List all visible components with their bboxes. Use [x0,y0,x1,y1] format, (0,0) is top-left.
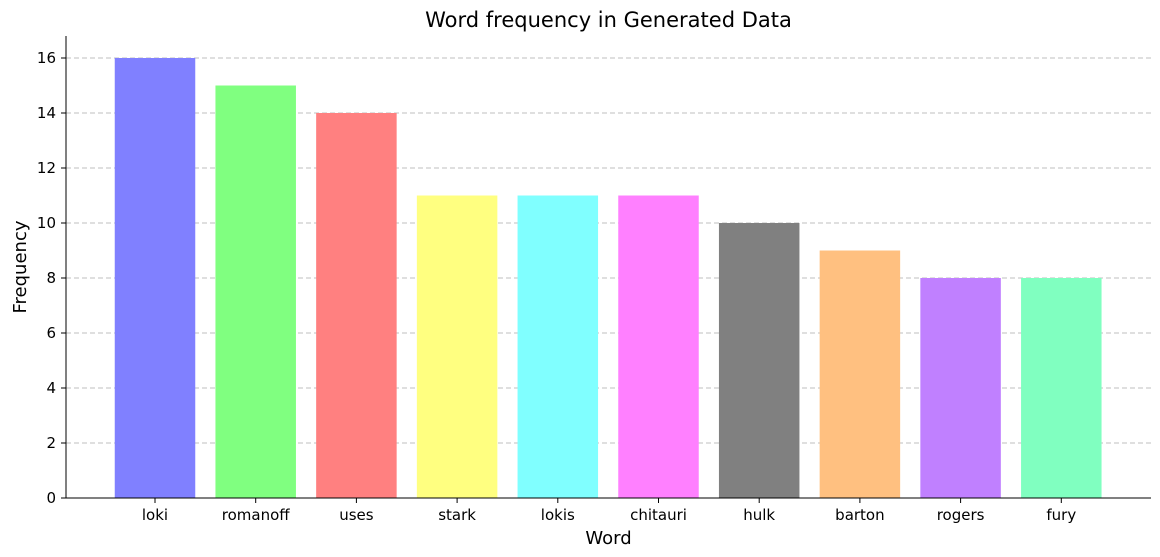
bar-hulk [718,223,800,498]
bar-barton [819,250,901,498]
y-ticks: 0 2 4 6 8 10 12 14 16 [37,49,66,507]
x-tick-label: lokis [541,506,575,524]
y-tick-label: 4 [46,379,56,397]
y-tick-label: 6 [46,324,56,342]
x-axis-label: Word [585,528,631,549]
x-tick-label: uses [339,506,374,524]
bar-uses [316,113,397,498]
bar-fury [1021,278,1102,498]
y-tick-label: 14 [37,104,56,122]
x-tick-label: barton [835,506,884,524]
y-tick-label: 16 [37,49,56,67]
bar-loki [114,58,196,498]
bar-lokis [517,195,599,498]
x-tick-label: hulk [743,506,775,524]
y-tick-label: 0 [46,489,56,507]
bar-chitauri [618,195,699,498]
y-tick-label: 12 [37,159,56,177]
bar-rogers [920,278,1001,498]
y-tick-label: 10 [37,214,56,232]
x-tick-label: chitauri [630,506,687,524]
x-tick-label: loki [142,506,168,524]
y-tick-label: 8 [46,269,56,287]
y-axis-label: Frequency [10,220,31,313]
bars [114,58,1102,498]
x-tick-label: stark [438,506,476,524]
x-tick-label: rogers [937,506,985,524]
bar-romanoff [215,85,296,498]
x-tick-label: romanoff [222,506,291,524]
y-tick-label: 2 [46,434,56,452]
x-tick-label: fury [1046,506,1076,524]
x-ticks: loki romanoff uses stark lokis chitauri hulk ba… [142,498,1076,524]
chart-title: Word frequency in Generated Data [425,8,792,32]
bar-stark [416,195,498,498]
